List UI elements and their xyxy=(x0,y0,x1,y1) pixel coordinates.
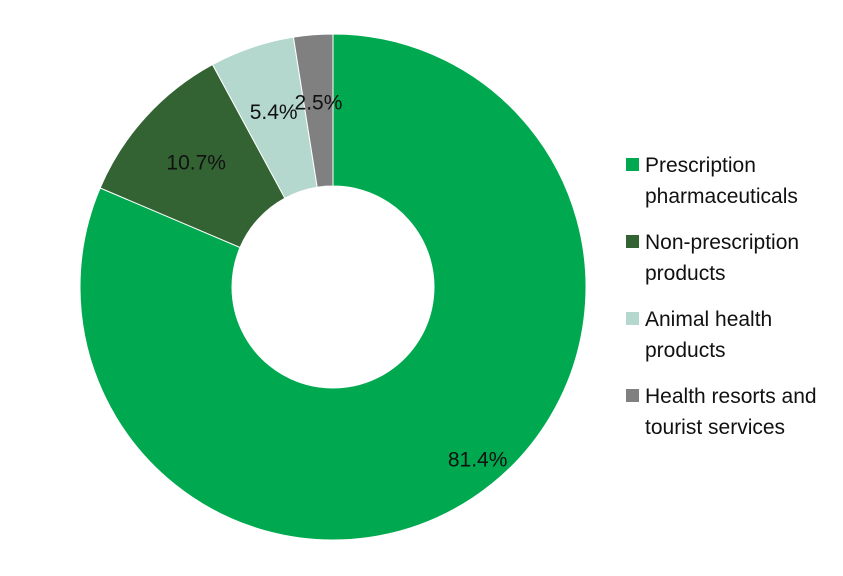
legend: Prescription pharmaceuticals Non-prescri… xyxy=(626,150,841,458)
legend-swatch-health-resorts xyxy=(626,389,639,402)
legend-swatch-non-prescription-products xyxy=(626,235,639,248)
legend-label-line2: products xyxy=(645,262,726,285)
legend-label-line2: products xyxy=(645,339,726,362)
legend-label-line2: tourist services xyxy=(645,416,786,439)
data-label-health-resorts-and-tourist-services: 2.5% xyxy=(295,92,343,115)
legend-item-prescription-pharmaceuticals: Prescription pharmaceuticals xyxy=(626,150,841,212)
legend-item-animal-health-products: Animal health products xyxy=(626,304,841,366)
legend-label-line1: Health resorts and xyxy=(645,385,817,408)
legend-swatch-prescription-pharmaceuticals xyxy=(626,158,639,171)
legend-label-line2: pharmaceuticals xyxy=(645,185,798,208)
legend-item-non-prescription-products: Non-prescription products xyxy=(626,227,841,289)
data-label-animal-health-products: 5.4% xyxy=(250,101,298,124)
data-label-non-prescription-products: 10.7% xyxy=(166,151,226,174)
data-label-prescription-pharmaceuticals: 81.4% xyxy=(448,448,508,471)
slice-prescription-pharmaceuticals xyxy=(79,33,587,541)
legend-label-line1: Animal health xyxy=(645,308,773,331)
legend-label-line1: Non-prescription xyxy=(645,231,800,254)
legend-swatch-animal-health-products xyxy=(626,312,639,325)
slice-health-resorts-and-tourist-services xyxy=(292,33,334,188)
legend-label-line1: Prescription xyxy=(645,154,756,177)
legend-item-health-resorts: Health resorts and tourist services xyxy=(626,381,841,443)
